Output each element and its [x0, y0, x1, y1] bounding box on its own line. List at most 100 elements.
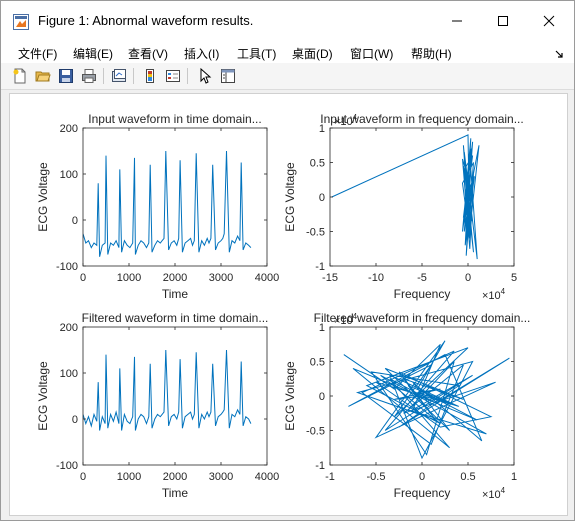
y-tick-label: 0	[319, 391, 325, 403]
x-tick-label: 0.5	[460, 471, 475, 483]
y-tick-label: 100	[60, 169, 78, 181]
menu-desktop[interactable]: 桌面(D)	[292, 47, 333, 61]
minimize-icon	[452, 20, 462, 22]
toolbar	[1, 63, 574, 90]
new-figure-icon[interactable]	[11, 67, 29, 85]
x-exponent-label: ×104	[482, 486, 506, 501]
y-axis-label: ECG Voltage	[36, 361, 50, 431]
toolbar-separator	[187, 68, 188, 84]
minimize-button[interactable]	[434, 1, 480, 41]
title-bar: Figure 1: Abnormal waveform results.	[1, 1, 574, 41]
y-tick-label: 1	[319, 322, 325, 334]
x-tick-label: 0	[465, 272, 471, 284]
series-line	[83, 150, 252, 257]
plot-title: Filtered waveform in time domain...	[82, 311, 269, 325]
matlab-figure-icon	[13, 14, 29, 30]
figure-canvas: 0 1000 2000 3000 4000 -100 0 100 200 Input wavefo…	[9, 93, 568, 516]
menu-view[interactable]: 查看(V)	[128, 47, 168, 61]
y-tick-label: 0	[72, 414, 78, 426]
x-tick-label: -15	[322, 272, 338, 284]
save-icon[interactable]	[57, 67, 75, 85]
x-tick-label: 2000	[163, 471, 187, 483]
x-tick-label: 0	[80, 471, 86, 483]
x-tick-label: 4000	[255, 471, 279, 483]
y-tick-label: 0	[72, 215, 78, 227]
x-tick-label: 0	[80, 272, 86, 284]
y-tick-label: 1	[319, 123, 325, 135]
x-tick-label: 0	[419, 471, 425, 483]
toolbar-separator	[133, 68, 134, 84]
select-arrow-icon[interactable]	[196, 67, 214, 85]
menu-tools[interactable]: 工具(T)	[237, 47, 277, 61]
window-title: Figure 1: Abnormal waveform results.	[38, 13, 254, 28]
x-tick-label: 1000	[117, 471, 141, 483]
x-axis-label: Frequency	[394, 486, 451, 500]
menu-help[interactable]: 帮助(H)	[411, 47, 452, 61]
y-tick-label: -1	[315, 460, 325, 472]
x-axis-label: Time	[162, 486, 189, 500]
y-axis-label: ECG Voltage	[283, 162, 297, 232]
plot-area	[83, 327, 267, 465]
x-tick-label: -1	[325, 471, 335, 483]
y-tick-label: 0	[319, 192, 325, 204]
y-tick-label: 100	[60, 368, 78, 380]
y-tick-label: 0.5	[310, 158, 325, 170]
menu-insert[interactable]: 插入(I)	[184, 47, 220, 61]
y-tick-label: -1	[315, 261, 325, 273]
plot-title: Input waveform in time domain...	[88, 112, 261, 126]
menu-file[interactable]: 文件(F)	[18, 47, 58, 61]
toolbar-separator	[103, 68, 104, 84]
x-tick-label: 3000	[209, 471, 233, 483]
x-tick-label: 2000	[163, 272, 187, 284]
x-tick-label: -0.5	[367, 471, 386, 483]
series-line	[343, 340, 510, 460]
x-tick-label: 1000	[117, 272, 141, 284]
y-axis-label: ECG Voltage	[36, 162, 50, 232]
insert-legend-icon[interactable]	[164, 67, 182, 85]
close-icon	[543, 15, 555, 27]
y-tick-label: 200	[60, 322, 78, 334]
menu-bar: 文件(F) 编辑(E) 查看(V) 插入(I) 工具(T) 桌面(D) 窗口(W…	[1, 41, 574, 63]
y-tick-label: -100	[56, 460, 78, 472]
y-exponent-label: ×104	[334, 312, 358, 327]
series-line	[83, 349, 252, 431]
plot-area	[83, 128, 267, 266]
plot-title: Filtered waveform in frequency domain...	[314, 311, 531, 325]
x-axis-label: Time	[162, 287, 189, 301]
property-inspector-icon[interactable]	[219, 67, 237, 85]
maximize-button[interactable]	[480, 1, 526, 41]
x-tick-label: 4000	[255, 272, 279, 284]
y-tick-label: 200	[60, 123, 78, 135]
close-button[interactable]	[526, 1, 572, 41]
insert-colorbar-icon[interactable]	[141, 67, 159, 85]
x-tick-label: -5	[417, 272, 427, 284]
maximize-icon	[498, 16, 508, 26]
plot-title: Input waveform in frequency domain...	[320, 112, 523, 126]
x-tick-label: 3000	[209, 272, 233, 284]
y-exponent-label: ×104	[334, 113, 358, 128]
y-tick-label: -0.5	[306, 426, 325, 438]
y-tick-label: -100	[56, 261, 78, 273]
link-plot-icon[interactable]	[110, 67, 128, 85]
series-line	[331, 134, 480, 260]
y-tick-label: 0.5	[310, 357, 325, 369]
x-exponent-label: ×104	[482, 287, 506, 302]
dock-arrow-icon[interactable]	[554, 46, 564, 58]
print-icon[interactable]	[80, 67, 98, 85]
x-tick-label: 1	[511, 471, 517, 483]
plot-area	[330, 128, 514, 266]
menu-window[interactable]: 窗口(W)	[350, 47, 394, 61]
y-axis-label: ECG Voltage	[283, 361, 297, 431]
open-file-icon[interactable]	[34, 67, 52, 85]
x-tick-label: -10	[368, 272, 384, 284]
x-tick-label: 5	[511, 272, 517, 284]
x-axis-label: Frequency	[394, 287, 451, 301]
menu-edit[interactable]: 编辑(E)	[73, 47, 113, 61]
y-tick-label: -0.5	[306, 227, 325, 239]
